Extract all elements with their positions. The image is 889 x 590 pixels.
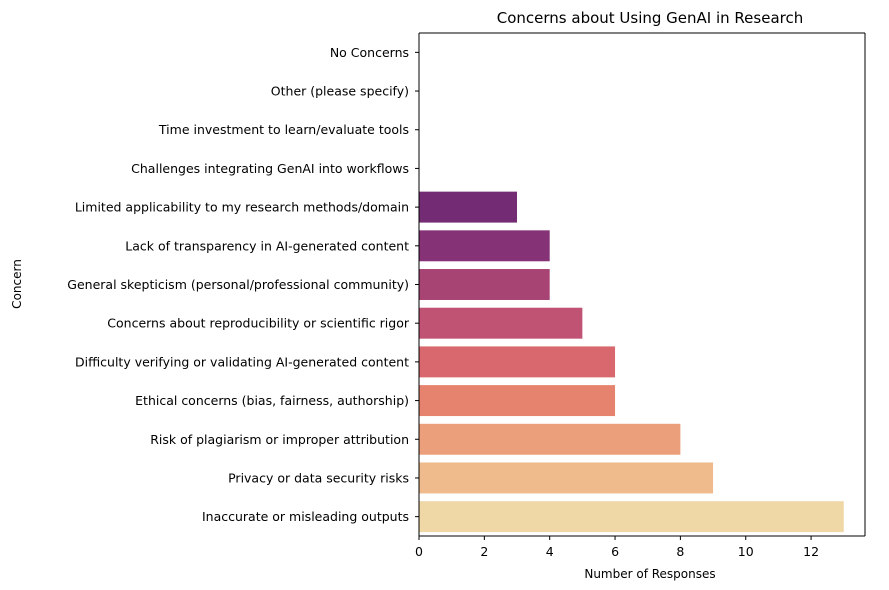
y-tick-label: Risk of plagiarism or improper attributi… xyxy=(150,432,409,447)
bar xyxy=(419,385,616,417)
y-axis-label: Concern xyxy=(10,259,24,309)
bars-group xyxy=(419,191,844,533)
y-tick-label: Difficulty verifying or validating AI-ge… xyxy=(75,354,409,369)
y-tick-label: Inaccurate or misleading outputs xyxy=(202,509,409,524)
y-tick-label: Ethical concerns (bias, fairness, author… xyxy=(135,393,409,408)
x-tick-label: 12 xyxy=(803,544,819,559)
bar xyxy=(419,269,550,300)
bar xyxy=(419,307,583,339)
bar xyxy=(419,346,616,378)
x-tick-label: 6 xyxy=(611,544,619,559)
chart-title: Concerns about Using GenAI in Research xyxy=(497,9,804,27)
x-tick-label: 8 xyxy=(676,544,684,559)
y-tick-label: Limited applicability to my research met… xyxy=(75,200,409,215)
bar xyxy=(419,501,844,533)
x-tick-label: 0 xyxy=(415,544,423,559)
x-tick-labels: 0 2 4 6 8 10 12 xyxy=(415,536,819,559)
bar xyxy=(419,191,518,223)
bar xyxy=(419,423,681,455)
y-tick-label: Privacy or data security risks xyxy=(228,470,409,485)
y-tick-label: Other (please specify) xyxy=(271,84,409,99)
y-tick-labels: No Concerns Other (please specify) Time in… xyxy=(67,45,419,524)
y-tick-label: General skepticism (personal/professiona… xyxy=(67,277,409,292)
bar xyxy=(419,462,714,494)
y-tick-label: Lack of transparency in AI-generated con… xyxy=(125,238,409,253)
x-tick-label: 2 xyxy=(480,544,488,559)
y-tick-label: Challenges integrating GenAI into workfl… xyxy=(131,161,409,176)
y-tick-label: Concerns about reproducibility or scient… xyxy=(107,316,410,331)
y-tick-label: No Concerns xyxy=(330,45,409,60)
x-tick-label: 10 xyxy=(738,544,754,559)
bar xyxy=(419,230,550,262)
x-axis-label: Number of Responses xyxy=(584,567,715,581)
x-tick-label: 4 xyxy=(546,544,554,559)
y-tick-label: Time investment to learn/evaluate tools xyxy=(158,122,409,137)
